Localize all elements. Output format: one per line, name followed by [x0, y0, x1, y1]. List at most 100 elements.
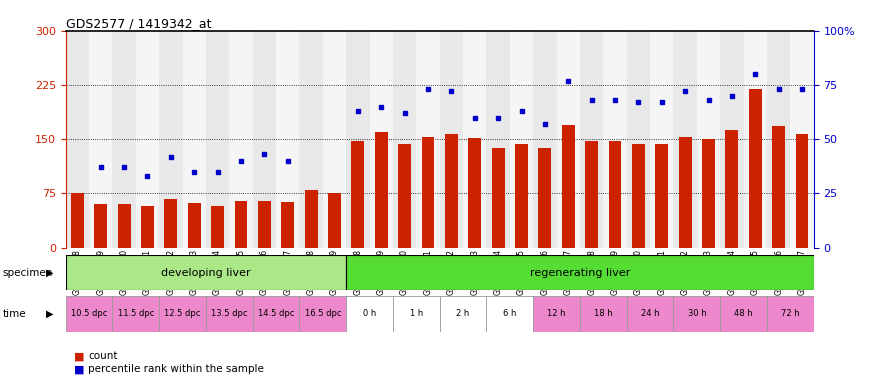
- Bar: [136, 31, 159, 248]
- Bar: [234, 201, 248, 248]
- Text: ■: ■: [74, 351, 85, 361]
- Text: 30 h: 30 h: [688, 310, 706, 318]
- Bar: [164, 199, 178, 248]
- Bar: [445, 134, 458, 248]
- Text: 1 h: 1 h: [410, 310, 423, 318]
- Text: count: count: [88, 351, 118, 361]
- Bar: [468, 138, 481, 248]
- Text: 12 h: 12 h: [548, 310, 566, 318]
- Bar: [533, 296, 580, 332]
- Bar: [346, 296, 393, 332]
- Text: developing liver: developing liver: [161, 268, 251, 278]
- Bar: [374, 132, 388, 248]
- Bar: [650, 31, 674, 248]
- Text: 12.5 dpc: 12.5 dpc: [164, 310, 200, 318]
- Text: 10.5 dpc: 10.5 dpc: [71, 310, 108, 318]
- Bar: [585, 141, 598, 248]
- Bar: [609, 141, 621, 248]
- Bar: [66, 296, 112, 332]
- Bar: [346, 255, 814, 290]
- Bar: [117, 204, 130, 248]
- Bar: [346, 31, 369, 248]
- Bar: [369, 31, 393, 248]
- Bar: [515, 144, 528, 248]
- Text: percentile rank within the sample: percentile rank within the sample: [88, 364, 264, 374]
- Bar: [696, 31, 720, 248]
- Bar: [281, 202, 294, 248]
- Bar: [94, 204, 107, 248]
- Text: regenerating liver: regenerating liver: [529, 268, 630, 278]
- Text: time: time: [3, 309, 26, 319]
- Bar: [702, 139, 715, 248]
- Bar: [159, 296, 206, 332]
- Bar: [112, 296, 159, 332]
- Bar: [416, 31, 440, 248]
- Bar: [183, 31, 206, 248]
- Bar: [211, 206, 224, 248]
- Bar: [767, 296, 814, 332]
- Text: 48 h: 48 h: [734, 310, 752, 318]
- Text: 11.5 dpc: 11.5 dpc: [117, 310, 154, 318]
- Bar: [720, 31, 744, 248]
- Bar: [253, 31, 276, 248]
- Text: 14.5 dpc: 14.5 dpc: [258, 310, 294, 318]
- Bar: [229, 31, 253, 248]
- Bar: [749, 89, 762, 248]
- Text: ■: ■: [74, 364, 85, 374]
- Bar: [393, 296, 440, 332]
- Bar: [398, 144, 411, 248]
- Text: 72 h: 72 h: [781, 310, 800, 318]
- Bar: [562, 125, 575, 248]
- Bar: [71, 194, 84, 248]
- Bar: [463, 31, 486, 248]
- Bar: [720, 296, 767, 332]
- Bar: [674, 31, 696, 248]
- Bar: [626, 31, 650, 248]
- Bar: [767, 31, 790, 248]
- Bar: [604, 31, 626, 248]
- Text: 2 h: 2 h: [457, 310, 470, 318]
- Bar: [510, 31, 533, 248]
- Bar: [206, 296, 253, 332]
- Text: ▶: ▶: [46, 309, 53, 319]
- Bar: [626, 296, 674, 332]
- Bar: [790, 31, 814, 248]
- Bar: [352, 141, 364, 248]
- Bar: [580, 296, 626, 332]
- Text: 13.5 dpc: 13.5 dpc: [211, 310, 248, 318]
- Bar: [89, 31, 112, 248]
- Bar: [487, 296, 533, 332]
- Bar: [725, 130, 738, 248]
- Text: 0 h: 0 h: [363, 310, 376, 318]
- Bar: [679, 137, 691, 248]
- Bar: [440, 296, 487, 332]
- Bar: [258, 201, 270, 248]
- Bar: [66, 31, 89, 248]
- Bar: [795, 134, 808, 248]
- Bar: [276, 31, 299, 248]
- Bar: [440, 31, 463, 248]
- Bar: [253, 296, 299, 332]
- Text: 6 h: 6 h: [503, 310, 516, 318]
- Text: GDS2577 / 1419342_at: GDS2577 / 1419342_at: [66, 17, 211, 30]
- Bar: [655, 144, 668, 248]
- Bar: [773, 126, 785, 248]
- Bar: [674, 296, 720, 332]
- Bar: [580, 31, 604, 248]
- Bar: [538, 148, 551, 248]
- Bar: [487, 31, 510, 248]
- Bar: [141, 207, 154, 248]
- Bar: [632, 144, 645, 248]
- Bar: [159, 31, 183, 248]
- Text: 24 h: 24 h: [640, 310, 660, 318]
- Bar: [112, 31, 136, 248]
- Bar: [422, 137, 434, 248]
- Text: 18 h: 18 h: [594, 310, 612, 318]
- Bar: [323, 31, 346, 248]
- Bar: [533, 31, 556, 248]
- Bar: [299, 31, 323, 248]
- Bar: [328, 194, 341, 248]
- Bar: [66, 255, 346, 290]
- Text: ▶: ▶: [46, 268, 53, 278]
- Bar: [188, 203, 200, 248]
